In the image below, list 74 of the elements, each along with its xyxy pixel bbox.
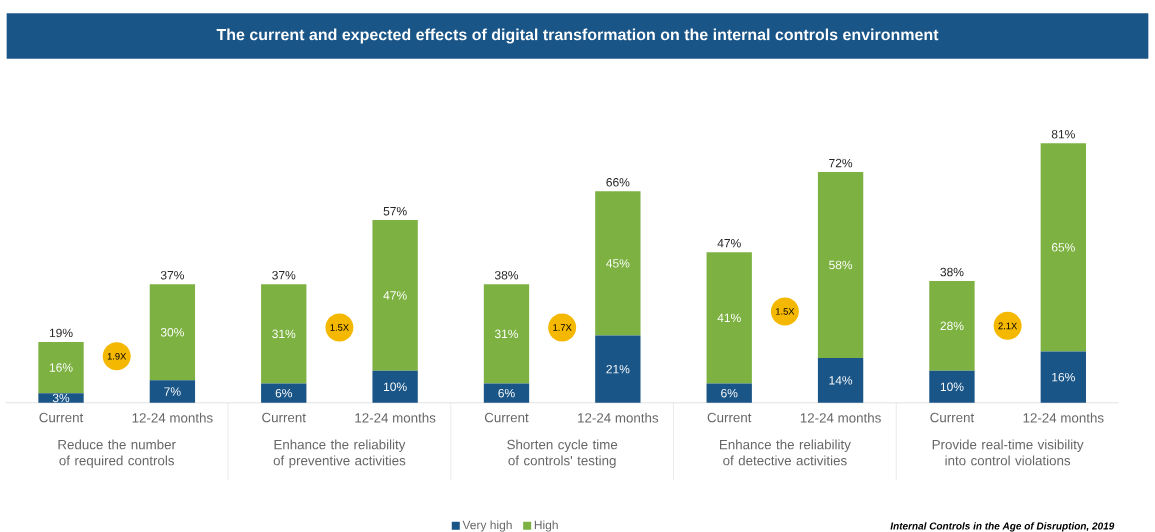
text: Provide real-time visibility into control violations xyxy=(932,439,1084,466)
total-label: 37% xyxy=(160,270,184,280)
data-label: 41% xyxy=(717,313,741,322)
x-tick-label: 12-24 months xyxy=(578,412,659,423)
total-label: 47% xyxy=(717,238,741,248)
data-label: 10% xyxy=(940,382,964,391)
total-label: 66% xyxy=(606,177,630,187)
total-label: 19% xyxy=(49,328,73,338)
x-tick-label: Current xyxy=(930,412,975,423)
bar xyxy=(817,357,864,403)
annotation: 1.5X xyxy=(776,308,795,315)
x-tick-label: 12-24 months xyxy=(1023,412,1104,423)
bar xyxy=(38,341,84,394)
bar xyxy=(483,284,530,384)
x-tick-label: Current xyxy=(484,412,529,423)
bar xyxy=(149,284,196,381)
data-label: 31% xyxy=(494,329,519,339)
text: Internal Controls in the Age of Disruption, 2019 xyxy=(890,522,1115,532)
bar xyxy=(1040,351,1086,403)
bar xyxy=(1040,143,1086,352)
data-label: 3% xyxy=(52,393,70,403)
data-label: 30% xyxy=(160,327,184,337)
bar xyxy=(483,383,530,403)
x-tick-label: 12-24 months xyxy=(355,412,436,423)
chart-title: The current and expected effects of digital transformation on the internal controls environment xyxy=(216,28,939,44)
legend-label: High xyxy=(534,520,558,532)
bar xyxy=(261,383,307,403)
total-label: 38% xyxy=(494,270,519,280)
text: Enhance the reliability of preventive activities xyxy=(273,439,406,468)
data-label: 45% xyxy=(606,259,630,268)
data-label: 16% xyxy=(1052,372,1075,382)
text: Reduce the number of required controls xyxy=(58,439,176,468)
annotation: 1.5X xyxy=(330,324,349,331)
legend-label: Very high xyxy=(462,520,512,532)
x-tick-label: 12-24 months xyxy=(800,412,881,423)
data-label: 14% xyxy=(829,376,853,385)
total-label: 57% xyxy=(383,206,407,216)
annotation: 1.7X xyxy=(553,324,572,331)
bar xyxy=(706,383,752,403)
total-label: 72% xyxy=(829,158,853,168)
text: Enhance the reliability of detective activities xyxy=(720,439,851,466)
bar xyxy=(929,280,975,371)
x-tick-label: Current xyxy=(39,412,84,423)
data-label: 6% xyxy=(498,388,515,398)
bar xyxy=(817,171,864,358)
bar xyxy=(929,370,975,403)
bar xyxy=(595,335,641,403)
x-tick-label: 12-24 months xyxy=(132,412,213,423)
data-label: 7% xyxy=(164,387,181,396)
text: Shorten cycle time of controls' testing xyxy=(507,439,618,468)
data-label: 31% xyxy=(272,329,296,339)
data-label: 58% xyxy=(829,260,853,270)
data-label: 6% xyxy=(721,388,738,398)
bar xyxy=(372,370,418,403)
total-label: 81% xyxy=(1051,129,1075,139)
bar xyxy=(372,220,418,371)
total-label: 38% xyxy=(940,267,964,277)
total-label: 37% xyxy=(272,270,296,280)
bar xyxy=(149,380,196,403)
bar xyxy=(38,393,84,403)
data-label: 28% xyxy=(940,321,964,331)
data-label: 6% xyxy=(275,388,292,398)
x-tick-label: Current xyxy=(707,412,752,423)
bar xyxy=(595,191,641,336)
data-label: 10% xyxy=(384,382,407,391)
bar xyxy=(261,284,307,384)
x-tick-label: Current xyxy=(262,412,306,423)
data-label: 47% xyxy=(383,291,407,300)
data-label: 65% xyxy=(1051,243,1075,252)
annotation: 2.1X xyxy=(998,322,1018,330)
annotation: 1.9X xyxy=(107,352,127,360)
data-label: 16% xyxy=(49,363,73,372)
bar xyxy=(706,252,752,384)
data-label: 21% xyxy=(606,364,630,374)
